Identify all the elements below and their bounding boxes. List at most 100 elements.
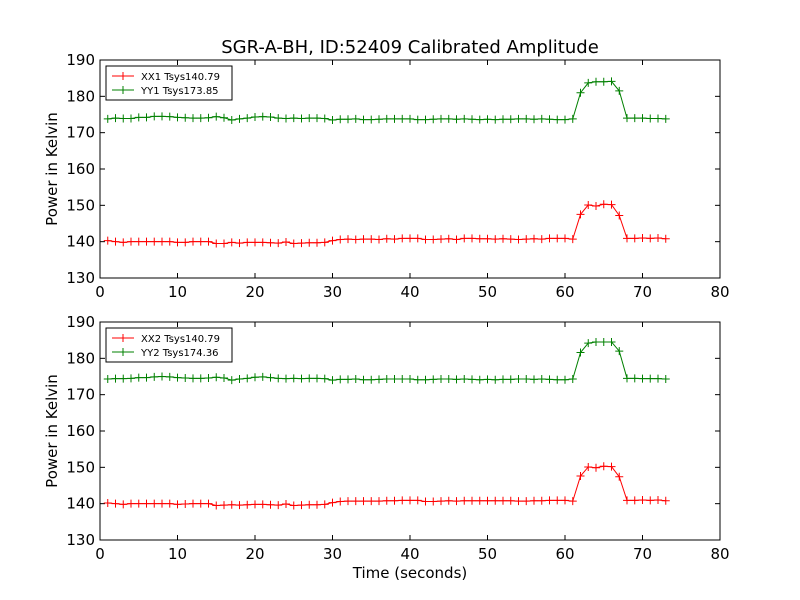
data-point-marker (599, 77, 608, 86)
data-point-marker (661, 496, 670, 505)
data-point-marker (406, 375, 414, 384)
data-point-marker (506, 375, 515, 384)
data-point-marker (452, 375, 461, 384)
data-point-marker (344, 375, 352, 384)
data-point-marker (196, 114, 205, 123)
x-tick-label: 60 (555, 283, 574, 301)
data-point-marker (483, 496, 492, 505)
data-point-marker (576, 472, 585, 481)
data-point-marker (351, 235, 360, 244)
data-point-marker (615, 472, 624, 481)
data-point-marker (235, 239, 244, 248)
x-tick-label: 10 (168, 283, 187, 301)
data-point-marker (592, 77, 600, 86)
legend-entry-label: YY2 Tsys174.36 (140, 348, 219, 359)
data-point-marker (251, 373, 259, 382)
legend-swatch-marker (119, 86, 127, 94)
data-point-marker (522, 375, 531, 384)
data-point-marker (320, 238, 329, 247)
data-point-marker (506, 115, 515, 124)
data-point-marker (553, 496, 562, 505)
data-point-marker (134, 499, 143, 508)
data-point-marker (460, 114, 469, 123)
data-point-marker (638, 374, 647, 383)
data-point-marker (421, 115, 430, 124)
data-point-marker (654, 234, 662, 243)
data-point-marker (568, 497, 577, 506)
data-point-marker (545, 496, 554, 505)
data-point-marker (468, 115, 476, 124)
data-point-marker (499, 234, 507, 243)
data-point-marker (491, 496, 500, 505)
y-tick-label: 130 (66, 269, 95, 287)
data-point-marker (103, 498, 112, 507)
data-point-marker (429, 375, 438, 384)
data-point-marker (127, 114, 135, 123)
data-point-marker (344, 115, 352, 124)
data-point-marker (274, 374, 283, 383)
data-point-marker (119, 500, 128, 509)
data-point-marker (134, 237, 143, 246)
data-point-marker (468, 375, 476, 384)
data-point-marker (150, 372, 159, 381)
data-point-marker (165, 237, 174, 246)
y-tick-label: 160 (66, 160, 95, 178)
data-point-marker (305, 374, 314, 383)
data-point-marker (289, 239, 298, 248)
data-point-marker (646, 374, 655, 383)
legend-entry-label: XX1 Tsys140.79 (141, 72, 220, 83)
data-point-marker (491, 235, 500, 244)
data-point-marker (499, 375, 507, 384)
data-point-marker (499, 115, 507, 124)
data-point-marker (127, 374, 135, 383)
data-point-marker (646, 496, 655, 505)
data-point-marker (297, 239, 306, 248)
data-point-marker (661, 114, 670, 123)
data-point-marker (421, 497, 430, 506)
data-point-marker (576, 210, 585, 219)
data-point-marker (173, 238, 182, 247)
data-point-marker (243, 114, 252, 123)
data-point-marker (375, 235, 383, 244)
data-point-marker (537, 114, 546, 123)
data-point-marker (623, 496, 631, 505)
data-point-marker (189, 114, 197, 123)
data-point-marker (204, 113, 213, 122)
data-point-marker (537, 375, 546, 384)
data-point-marker (367, 235, 376, 244)
data-point-marker (367, 375, 376, 384)
data-point-marker (305, 114, 314, 123)
data-point-marker (615, 211, 624, 220)
legend-swatch-marker (119, 334, 127, 342)
data-point-marker (514, 375, 523, 384)
data-point-marker (630, 496, 639, 505)
x-tick-label: 50 (478, 283, 497, 301)
data-point-marker (607, 462, 616, 471)
y-tick-label: 190 (66, 51, 95, 69)
data-point-marker (599, 337, 608, 346)
data-point-marker (181, 113, 190, 122)
data-point-marker (429, 115, 438, 124)
data-point-marker (413, 496, 422, 505)
data-point-marker (553, 115, 562, 124)
data-point-marker (305, 500, 314, 509)
data-point-marker (491, 115, 500, 124)
data-point-marker (382, 234, 391, 243)
data-point-marker (196, 499, 205, 508)
data-point-marker (297, 114, 306, 123)
data-point-marker (119, 374, 128, 383)
data-point-marker (282, 374, 290, 383)
data-point-marker (212, 239, 221, 248)
data-point-marker (646, 114, 655, 123)
data-point-marker (638, 114, 647, 123)
data-point-marker (429, 235, 438, 244)
data-point-marker (382, 496, 391, 505)
data-point-marker (630, 114, 639, 123)
data-point-marker (437, 497, 445, 506)
data-point-marker (336, 375, 345, 384)
data-point-marker (212, 373, 221, 382)
data-point-marker (274, 239, 283, 248)
data-point-marker (181, 373, 190, 382)
data-point-marker (165, 372, 174, 381)
data-point-marker (328, 236, 337, 245)
